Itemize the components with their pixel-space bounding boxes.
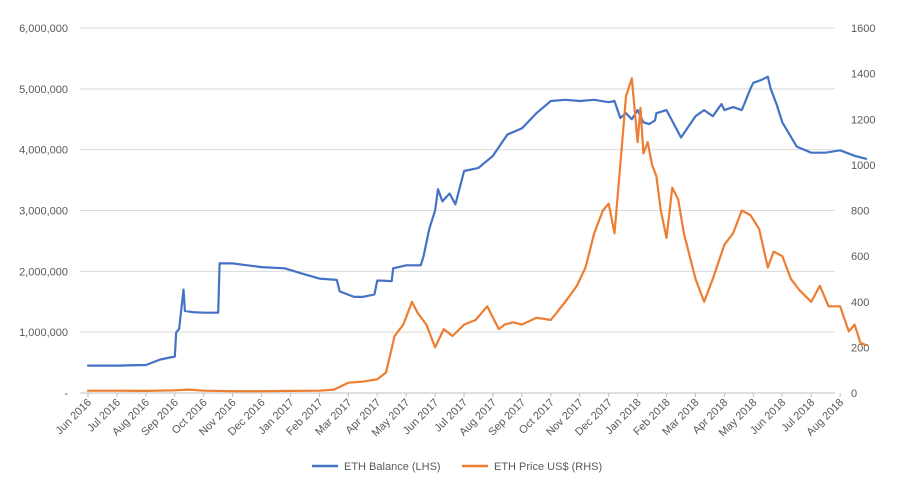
- right-tick-label: 400: [851, 297, 869, 309]
- left-tick-label: -: [64, 388, 68, 400]
- left-axis: - 1,000,000 2,000,000 3,000,000 4,000,000 5,0…: [19, 23, 68, 400]
- right-tick-label: 1400: [851, 69, 875, 81]
- series-line-eth-price: [86, 77, 868, 393]
- right-tick-label: 800: [851, 206, 869, 218]
- right-tick-label: 1600: [851, 23, 875, 35]
- right-tick-label: 1000: [851, 160, 875, 172]
- left-tick-label: 2,000,000: [19, 266, 68, 278]
- left-tick-label: 4,000,000: [19, 145, 68, 157]
- left-tick-label: 3,000,000: [19, 206, 68, 218]
- legend-label: ETH Balance (LHS): [344, 461, 441, 473]
- left-tick-label: 1,000,000: [19, 327, 68, 339]
- gridlines: [80, 27, 835, 394]
- x-tick-label: Jun 2016: [54, 397, 94, 437]
- right-tick-label: 0: [851, 388, 857, 400]
- left-tick-label: 6,000,000: [19, 23, 68, 35]
- right-tick-label: 1200: [851, 114, 875, 126]
- left-tick-label: 5,000,000: [19, 84, 68, 96]
- legend: ETH Balance (LHS) ETH Price US$ (RHS): [312, 461, 602, 473]
- legend-label: ETH Price US$ (RHS): [494, 461, 602, 473]
- right-tick-label: 600: [851, 251, 869, 263]
- series-lines: [86, 75, 868, 393]
- series-line-eth-balance: [86, 75, 868, 367]
